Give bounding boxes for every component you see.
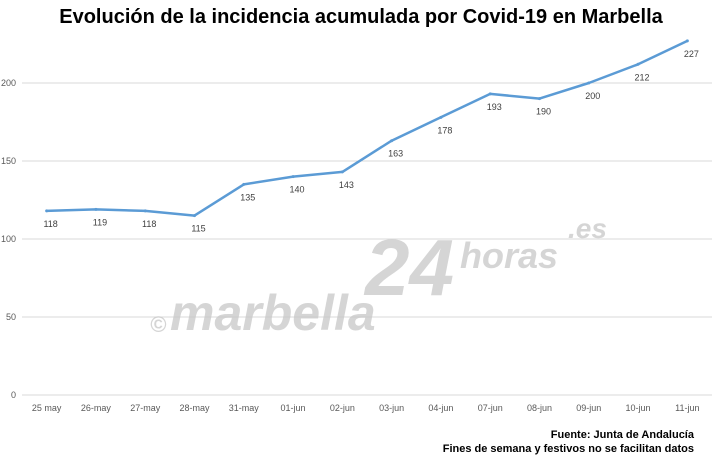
data-label: 115 <box>191 224 205 234</box>
watermark-copyright: © <box>150 312 167 337</box>
data-points <box>45 39 689 218</box>
data-point <box>587 81 591 85</box>
data-label: 190 <box>536 107 551 117</box>
data-point <box>242 182 246 186</box>
y-tick-label: 0 <box>11 390 16 400</box>
data-point <box>340 170 344 174</box>
x-tick-label: 26-may <box>81 403 112 413</box>
x-tick-label: 07-jun <box>478 403 503 413</box>
y-tick-label: 200 <box>1 78 16 88</box>
data-point <box>538 97 541 101</box>
watermark-number: 24 <box>363 223 454 312</box>
y-axis-ticks: 0 50 100 150 200 <box>1 78 16 400</box>
watermark-suffix: horas <box>460 235 558 276</box>
x-tick-label: 10-jun <box>626 403 651 413</box>
data-label: 135 <box>240 192 255 202</box>
x-tick-label: 08-jun <box>527 403 552 413</box>
x-tick-label: 02-jun <box>330 403 355 413</box>
data-point <box>45 209 49 213</box>
x-tick-label: 03-jun <box>379 403 404 413</box>
data-label: 140 <box>290 185 305 195</box>
data-point <box>685 39 689 43</box>
watermark-name: marbella <box>170 285 376 341</box>
x-tick-label: 01-jun <box>281 403 306 413</box>
data-point <box>291 175 295 179</box>
watermark-domain: .es <box>568 213 607 244</box>
series-line <box>46 39 688 217</box>
x-tick-label: 09-jun <box>576 403 601 413</box>
data-label: 200 <box>585 91 600 101</box>
data-label: 212 <box>635 72 650 82</box>
x-tick-label: 27-may <box>130 403 161 413</box>
y-tick-label: 150 <box>1 156 16 166</box>
data-point <box>390 139 394 143</box>
data-label: 193 <box>487 102 502 112</box>
data-label: 118 <box>43 219 57 229</box>
x-tick-label: 11-jun <box>675 403 699 413</box>
x-tick-label: 04-jun <box>428 403 453 413</box>
x-tick-label: 28-may <box>179 403 210 413</box>
chart-title: Evolución de la incidencia acumulada por… <box>59 6 663 28</box>
data-point <box>488 92 492 96</box>
data-label: 143 <box>339 180 354 190</box>
data-label: 163 <box>388 149 403 159</box>
gridlines <box>22 82 712 396</box>
x-tick-label: 31-may <box>229 403 260 413</box>
y-tick-label: 100 <box>1 234 16 244</box>
x-axis-ticks: 25 may 26-may 27-may 28-may 31-may 01-jun 02-j… <box>32 403 700 413</box>
data-point <box>636 62 640 66</box>
y-tick-label: 50 <box>6 312 16 322</box>
disclaimer-text: Fines de semana y festivos no se facilit… <box>442 443 694 455</box>
data-label: 119 <box>93 217 107 227</box>
data-point <box>439 115 443 119</box>
source-text: Fuente: Junta de Andalucía <box>550 429 694 441</box>
watermark-logo: © marbella 24 horas .es <box>150 213 607 341</box>
source-notes: Fuente: Junta de Andalucía Fines de sema… <box>443 428 694 456</box>
x-tick-label: 25 may <box>32 403 62 413</box>
data-point <box>143 209 147 213</box>
data-label: 227 <box>684 49 699 59</box>
data-label: 118 <box>142 219 156 229</box>
data-labels: 118 119 118 115 135 140 143 163 178 193 190 200 212 2… <box>43 49 698 234</box>
data-point <box>94 207 98 211</box>
data-point <box>193 214 196 218</box>
data-label: 178 <box>437 125 452 135</box>
